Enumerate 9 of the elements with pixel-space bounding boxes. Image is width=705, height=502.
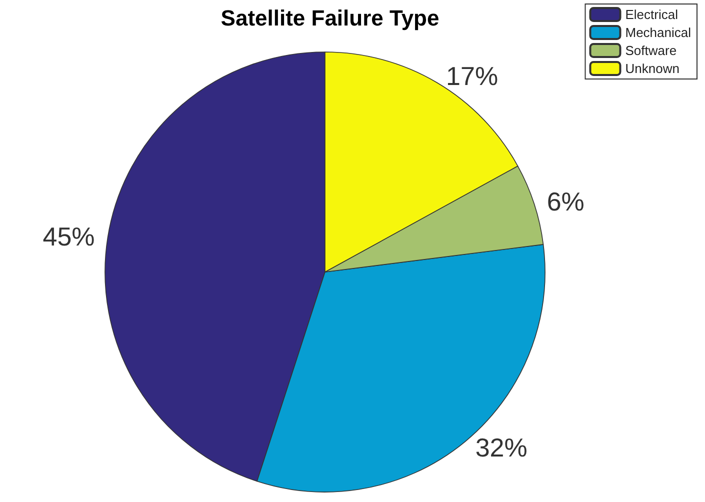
legend-label: Software: [625, 43, 677, 58]
chart-title: Satellite Failure Type: [220, 6, 440, 30]
data-label: 45%: [42, 221, 95, 252]
data-label: 17%: [446, 60, 498, 91]
legend-label: Mechanical: [625, 25, 692, 40]
legend-label: Unknown: [625, 61, 680, 76]
data-label: 32%: [475, 432, 528, 463]
data-label: 6%: [546, 186, 584, 217]
legend-label: Electrical: [625, 7, 678, 22]
